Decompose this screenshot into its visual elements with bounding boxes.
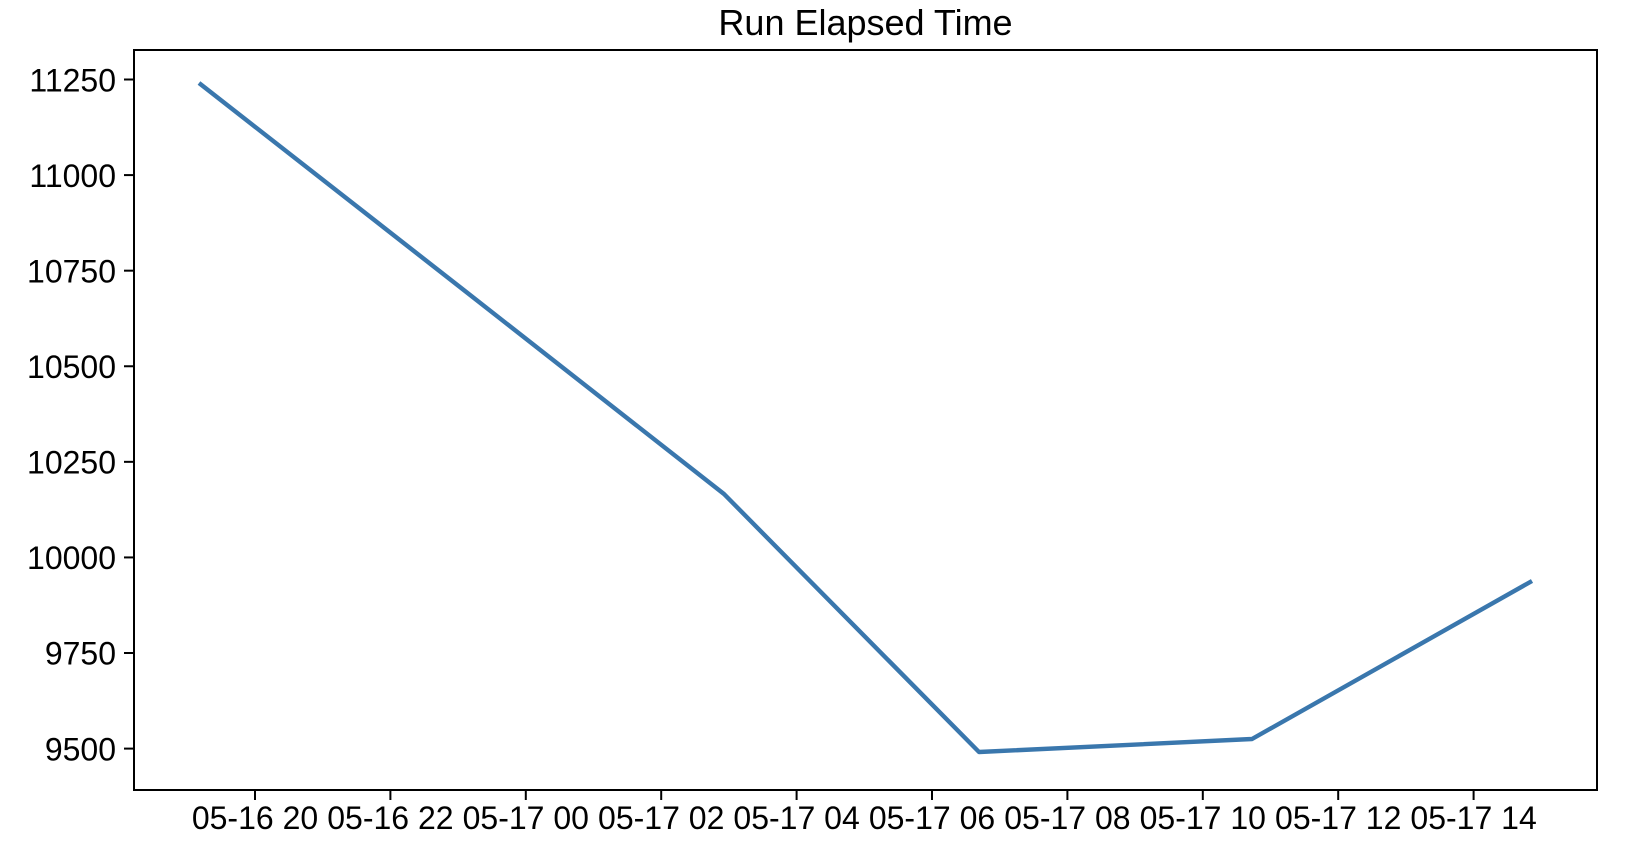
svg-text:05-16 20: 05-16 20	[192, 800, 318, 836]
svg-text:05-17 10: 05-17 10	[1140, 800, 1266, 836]
svg-text:05-17 06: 05-17 06	[869, 800, 995, 836]
svg-text:11250: 11250	[29, 63, 116, 99]
svg-text:05-17 08: 05-17 08	[1004, 800, 1130, 836]
svg-text:05-17 14: 05-17 14	[1410, 800, 1536, 836]
svg-text:05-16 22: 05-16 22	[327, 800, 453, 836]
svg-text:9500: 9500	[45, 732, 116, 768]
svg-text:05-17 00: 05-17 00	[463, 800, 589, 836]
svg-text:9750: 9750	[45, 636, 116, 672]
svg-text:10750: 10750	[27, 254, 116, 290]
svg-text:11000: 11000	[29, 158, 116, 194]
svg-text:05-17 12: 05-17 12	[1275, 800, 1401, 836]
svg-text:Run Elapsed Time: Run Elapsed Time	[718, 2, 1012, 43]
svg-text:05-17 04: 05-17 04	[733, 800, 859, 836]
svg-text:05-17 02: 05-17 02	[598, 800, 724, 836]
svg-text:10500: 10500	[27, 349, 116, 385]
svg-text:10000: 10000	[27, 540, 116, 576]
svg-text:10250: 10250	[27, 445, 116, 481]
